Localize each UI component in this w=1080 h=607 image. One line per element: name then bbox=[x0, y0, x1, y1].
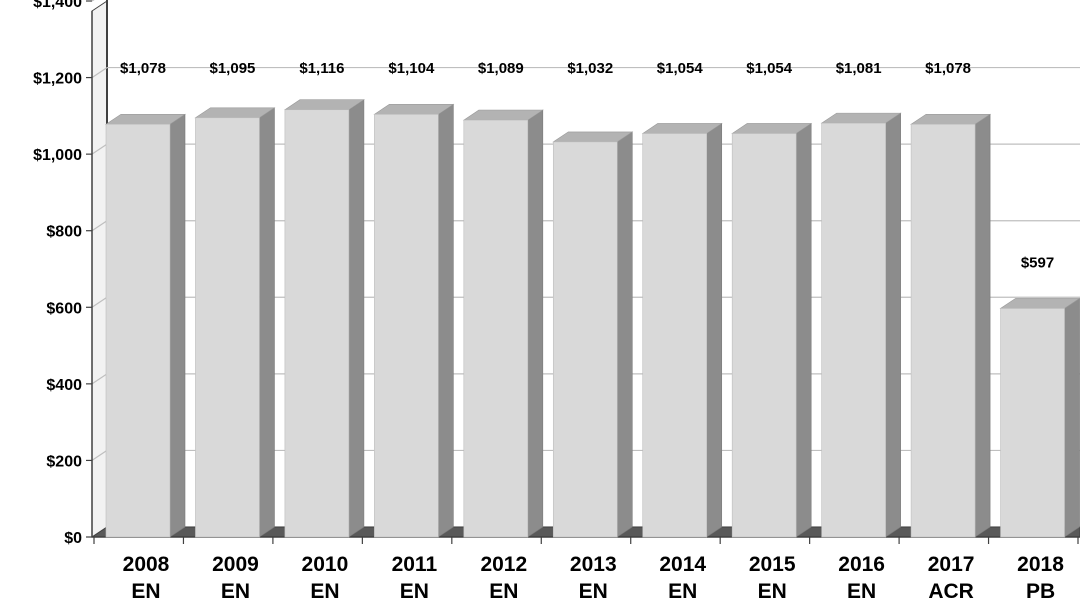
gridline-side bbox=[91, 220, 108, 232]
x-tick-label-type: EN bbox=[131, 580, 160, 603]
y-tick-label: $400 bbox=[46, 377, 82, 394]
x-tick-label-type: EN bbox=[847, 580, 876, 603]
bar-side bbox=[974, 113, 991, 538]
x-tick-label-year: 2014 bbox=[659, 553, 706, 576]
bar bbox=[284, 109, 350, 538]
bar bbox=[731, 133, 797, 538]
data-label: $1,089 bbox=[478, 60, 524, 77]
bar bbox=[105, 123, 171, 538]
bar-side bbox=[259, 107, 275, 538]
bar bbox=[195, 117, 260, 538]
x-tick-label-type: EN bbox=[668, 580, 697, 603]
x-tick-label-type: EN bbox=[221, 580, 250, 603]
x-tick-label-year: 2013 bbox=[570, 553, 617, 576]
x-tick-label-year: 2010 bbox=[302, 553, 349, 576]
bar-side bbox=[616, 131, 633, 538]
bar bbox=[374, 114, 439, 538]
bar bbox=[552, 141, 618, 538]
bar-side bbox=[795, 122, 812, 538]
data-label: $1,078 bbox=[120, 60, 166, 77]
x-tick-label-year: 2016 bbox=[838, 553, 885, 576]
x-tick-label-year: 2018 bbox=[1017, 553, 1064, 576]
bar-side bbox=[438, 103, 454, 538]
x-tick-label-year: 2012 bbox=[480, 553, 527, 576]
gridline-side bbox=[91, 373, 108, 385]
bar bbox=[910, 123, 976, 538]
x-tick-label-year: 2015 bbox=[749, 553, 796, 576]
x-tick-label-year: 2017 bbox=[928, 553, 975, 576]
bar-side bbox=[169, 113, 186, 538]
data-label: $1,104 bbox=[388, 60, 435, 77]
data-label: $1,054 bbox=[657, 60, 704, 77]
y-tick-label: $600 bbox=[46, 300, 82, 317]
bar bbox=[1000, 308, 1065, 538]
bar bbox=[821, 122, 886, 538]
y-tick-label: $1,200 bbox=[33, 71, 82, 88]
x-tick-label-type: EN bbox=[758, 580, 787, 603]
data-label: $1,095 bbox=[210, 60, 256, 77]
bar bbox=[463, 119, 529, 538]
y-tick-label: $1,000 bbox=[33, 147, 82, 164]
gridline-side bbox=[91, 449, 108, 461]
gridline-side bbox=[91, 143, 108, 155]
bar-side bbox=[348, 99, 365, 538]
x-tick-label-type: EN bbox=[489, 580, 518, 603]
data-label: $1,078 bbox=[925, 60, 971, 77]
bar bbox=[642, 133, 708, 538]
x-tick-label-year: 2009 bbox=[212, 553, 259, 576]
data-label: $1,054 bbox=[746, 60, 793, 77]
bar-side bbox=[1064, 297, 1080, 538]
gridline-side bbox=[91, 67, 108, 79]
data-label: $1,116 bbox=[299, 60, 344, 77]
x-tick-label-type: PB bbox=[1026, 580, 1055, 603]
gridline-side bbox=[91, 0, 95, 2]
x-tick-label-type: EN bbox=[400, 580, 429, 603]
y-tick-label: $800 bbox=[46, 224, 82, 241]
bar-side bbox=[885, 112, 901, 538]
x-tick-label-year: 2008 bbox=[123, 553, 170, 576]
data-label: $1,081 bbox=[836, 60, 882, 77]
data-label: $597 bbox=[1021, 254, 1054, 271]
y-tick-label: $0 bbox=[64, 530, 82, 547]
x-tick-label-year: 2011 bbox=[392, 553, 438, 576]
bar-side bbox=[527, 109, 544, 538]
side-wall bbox=[91, 0, 108, 538]
x-tick-label-type: EN bbox=[579, 580, 608, 603]
x-tick-label-type: EN bbox=[310, 580, 339, 603]
bar-side bbox=[706, 122, 723, 538]
gridline-side bbox=[91, 296, 108, 308]
y-tick-label: $1,400 bbox=[33, 0, 82, 11]
data-label: $1,032 bbox=[567, 60, 613, 77]
x-tick-label-type: ACR bbox=[928, 580, 974, 603]
y-tick-label: $200 bbox=[46, 453, 82, 470]
